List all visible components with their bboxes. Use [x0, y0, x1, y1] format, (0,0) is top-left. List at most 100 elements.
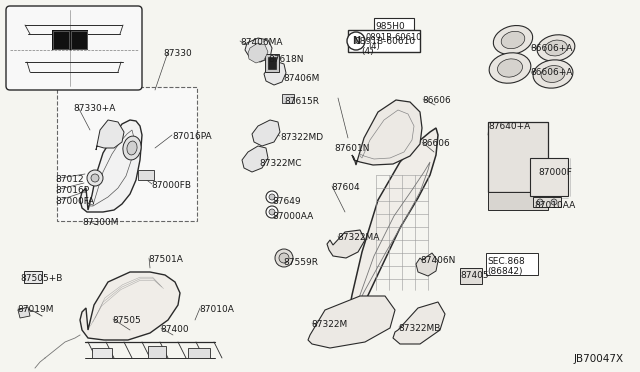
Text: 87405: 87405 [460, 271, 488, 280]
Bar [24, 271, 42, 283]
Text: 87505+B: 87505+B [20, 274, 62, 283]
Circle shape [347, 32, 365, 50]
Text: 87010A: 87010A [199, 305, 234, 314]
Circle shape [266, 191, 278, 203]
Circle shape [269, 194, 275, 200]
Polygon shape [308, 296, 395, 348]
Text: 86606: 86606 [421, 139, 450, 148]
Text: 87559R: 87559R [283, 258, 318, 267]
Polygon shape [248, 43, 268, 63]
Text: 87322MA: 87322MA [337, 233, 380, 242]
Polygon shape [334, 128, 438, 342]
Text: (4): (4) [368, 42, 380, 51]
Bar [486, 253, 538, 275]
Text: 87016PA: 87016PA [172, 132, 212, 141]
Bar [92, 348, 112, 358]
Bar [533, 197, 561, 207]
Ellipse shape [533, 60, 573, 88]
Text: 87322MD: 87322MD [280, 133, 323, 142]
Text: 86606+A: 86606+A [530, 68, 572, 77]
Text: 87016P: 87016P [55, 186, 89, 195]
Text: 87000FA: 87000FA [55, 197, 94, 206]
Bar [71, 31, 87, 49]
Bar [265, 54, 279, 72]
Bar [52, 30, 88, 50]
Circle shape [266, 206, 278, 218]
Polygon shape [264, 62, 286, 85]
Text: 0891B-60610: 0891B-60610 [354, 37, 415, 46]
Circle shape [87, 170, 103, 186]
Bar [488, 192, 548, 210]
Bar [530, 158, 568, 196]
Text: 87012: 87012 [55, 175, 84, 184]
Text: 87322MC: 87322MC [259, 159, 301, 168]
Text: 87640+A: 87640+A [488, 122, 531, 131]
Text: 87330+A: 87330+A [73, 104, 115, 113]
Polygon shape [80, 120, 142, 212]
Ellipse shape [537, 35, 575, 61]
Polygon shape [96, 120, 124, 150]
Text: JB70047X: JB70047X [574, 354, 624, 364]
Text: SEC.868: SEC.868 [487, 257, 525, 266]
Text: 87322MB: 87322MB [398, 324, 440, 333]
Text: 87604: 87604 [331, 183, 360, 192]
Text: 87406N: 87406N [420, 256, 456, 265]
Bar [148, 346, 166, 358]
Text: 87400: 87400 [160, 325, 189, 334]
Text: 87300M: 87300M [82, 218, 118, 227]
Ellipse shape [127, 141, 137, 155]
Ellipse shape [489, 53, 531, 83]
Bar [282, 94, 294, 103]
Circle shape [537, 199, 543, 205]
Circle shape [275, 249, 293, 267]
Text: 985H0: 985H0 [375, 22, 404, 31]
Text: 87505: 87505 [112, 316, 141, 325]
Ellipse shape [501, 31, 525, 49]
FancyBboxPatch shape [57, 87, 197, 221]
Polygon shape [393, 302, 445, 344]
Ellipse shape [545, 40, 567, 56]
Circle shape [91, 174, 99, 182]
Polygon shape [80, 272, 180, 340]
Circle shape [279, 253, 289, 263]
Text: 87000F: 87000F [538, 168, 572, 177]
Circle shape [551, 199, 557, 205]
Text: 0891B-60610: 0891B-60610 [366, 33, 422, 42]
Text: N: N [352, 36, 360, 46]
Text: 87615R: 87615R [284, 97, 319, 106]
Polygon shape [352, 100, 422, 165]
Text: 86606: 86606 [422, 96, 451, 105]
Text: 87501A: 87501A [148, 255, 183, 264]
Ellipse shape [497, 59, 522, 77]
Text: 87000AA: 87000AA [272, 212, 313, 221]
FancyBboxPatch shape [6, 6, 142, 90]
Bar [374, 18, 414, 30]
Bar [138, 170, 154, 180]
Text: 87019M: 87019M [17, 305, 54, 314]
Bar [188, 348, 210, 358]
Polygon shape [18, 307, 30, 318]
Bar [460, 268, 482, 284]
Ellipse shape [541, 65, 565, 83]
Text: 87406M: 87406M [283, 74, 319, 83]
Polygon shape [245, 38, 272, 62]
Text: 87406MA: 87406MA [240, 38, 282, 47]
Polygon shape [416, 253, 438, 276]
Polygon shape [252, 120, 280, 146]
Text: 87330: 87330 [163, 49, 192, 58]
Text: 87601N: 87601N [334, 144, 369, 153]
Bar [488, 122, 548, 192]
Circle shape [269, 209, 275, 215]
Bar [268, 57, 276, 69]
Text: 87000FB: 87000FB [151, 181, 191, 190]
Text: 86606+A: 86606+A [530, 44, 572, 53]
Text: 87618N: 87618N [268, 55, 303, 64]
Bar [53, 31, 69, 49]
Ellipse shape [123, 136, 141, 160]
Text: 87649: 87649 [272, 197, 301, 206]
Text: (4): (4) [361, 47, 374, 56]
Text: (86842): (86842) [487, 267, 522, 276]
Text: 87010AA: 87010AA [534, 201, 575, 210]
Ellipse shape [493, 26, 532, 54]
Polygon shape [242, 146, 268, 172]
